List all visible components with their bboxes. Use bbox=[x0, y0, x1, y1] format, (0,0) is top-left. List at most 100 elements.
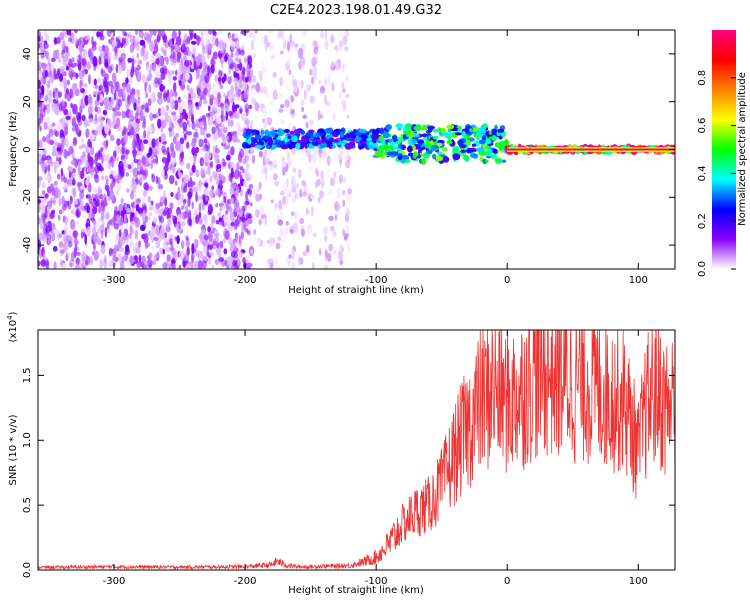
heatmap-cell bbox=[227, 76, 232, 85]
heatmap-cell bbox=[55, 150, 59, 158]
heatmap-cell bbox=[148, 252, 152, 263]
snr-multiplier: (x104) bbox=[6, 311, 19, 342]
heatmap-cell bbox=[321, 152, 326, 161]
heatmap-cell bbox=[108, 80, 114, 87]
x-tick-label: -200 bbox=[234, 275, 257, 286]
x-tick-label: 0 bbox=[504, 576, 510, 587]
heatmap-cell bbox=[179, 113, 184, 121]
heatmap-cell bbox=[58, 197, 62, 207]
heatmap-cell bbox=[342, 35, 348, 45]
heatmap-cell bbox=[246, 162, 250, 170]
heatmap-cell bbox=[319, 143, 324, 149]
heatmap-cell bbox=[48, 221, 53, 232]
y-tick-label: 1.5 bbox=[22, 367, 33, 383]
heatmap-cell bbox=[307, 223, 313, 234]
heatmap-cell bbox=[299, 257, 304, 265]
heatmap-cell bbox=[106, 212, 110, 220]
heatmap-cell bbox=[332, 113, 336, 121]
heatmap-cell bbox=[293, 129, 299, 134]
heatmap-cell bbox=[239, 166, 244, 171]
heatmap-cell bbox=[152, 158, 156, 164]
heatmap-cell bbox=[177, 220, 181, 230]
heatmap-cell bbox=[254, 144, 263, 149]
heatmap-cell bbox=[161, 223, 165, 232]
heatmap-cell bbox=[62, 38, 66, 49]
heatmap-cell bbox=[166, 89, 170, 98]
heatmap-cell bbox=[191, 164, 196, 173]
heatmap-cell bbox=[319, 189, 324, 199]
heatmap-cell bbox=[111, 161, 114, 169]
heatmap-cell bbox=[217, 30, 223, 36]
heatmap-cell bbox=[222, 161, 226, 167]
heatmap-cell bbox=[149, 230, 155, 241]
heatmap-cell bbox=[267, 139, 274, 146]
heatmap-cell bbox=[76, 173, 81, 180]
heatmap-cell bbox=[53, 261, 57, 269]
heatmap-cell bbox=[78, 38, 82, 47]
heatmap-cell bbox=[497, 128, 505, 133]
heatmap-cell bbox=[140, 143, 145, 152]
heatmap-cell bbox=[164, 97, 167, 106]
heatmap-cell bbox=[341, 64, 345, 73]
heatmap-cell bbox=[223, 248, 228, 255]
heatmap-cell bbox=[155, 138, 159, 147]
heatmap-cell bbox=[231, 133, 238, 143]
heatmap-cell bbox=[490, 154, 498, 159]
heatmap-cell bbox=[113, 51, 118, 60]
heatmap-cell bbox=[198, 53, 203, 59]
snr-plot-area bbox=[38, 330, 675, 570]
heatmap-cell bbox=[93, 159, 97, 164]
heatmap-cell bbox=[84, 95, 89, 106]
heatmap-cell bbox=[147, 73, 153, 80]
heatmap-cell bbox=[420, 158, 427, 165]
heatmap-cell bbox=[54, 91, 59, 101]
heatmap-cell bbox=[92, 187, 98, 193]
heatmap-cell bbox=[291, 135, 298, 143]
heatmap-cell bbox=[98, 189, 102, 196]
heatmap-cell bbox=[186, 84, 190, 91]
heatmap-cell bbox=[215, 219, 220, 225]
heatmap-cell bbox=[155, 224, 161, 236]
heatmap-cell bbox=[182, 94, 187, 99]
heatmap-cell bbox=[280, 155, 284, 162]
heatmap-cell bbox=[341, 189, 346, 196]
heatmap-cell bbox=[177, 118, 183, 124]
heatmap-cell bbox=[293, 86, 298, 93]
heatmap-cell bbox=[270, 199, 274, 204]
heatmap-cell bbox=[154, 253, 160, 259]
heatmap-cell bbox=[291, 74, 295, 85]
heatmap-cell bbox=[230, 167, 234, 178]
heatmap-cell bbox=[101, 211, 104, 221]
heatmap-cell bbox=[201, 159, 204, 166]
heatmap-cell bbox=[242, 67, 246, 76]
heatmap-cell bbox=[42, 189, 46, 196]
heatmap-cell bbox=[230, 146, 235, 156]
heatmap-cell bbox=[142, 101, 146, 112]
heatmap-cell bbox=[181, 65, 187, 72]
heatmap-cell bbox=[127, 94, 130, 104]
heatmap-cell bbox=[181, 43, 186, 51]
heatmap-cell bbox=[459, 144, 467, 149]
heatmap-cell bbox=[217, 76, 222, 83]
heatmap-cell bbox=[186, 119, 190, 125]
heatmap-cell bbox=[38, 61, 42, 72]
heatmap-cell bbox=[146, 33, 152, 43]
heatmap-cell bbox=[314, 166, 318, 175]
heatmap-cell bbox=[157, 77, 163, 86]
heatmap-cell bbox=[108, 163, 112, 170]
heatmap-cell bbox=[148, 202, 153, 211]
heatmap-cell bbox=[192, 186, 199, 193]
heatmap-cell bbox=[182, 201, 186, 207]
heatmap-cell bbox=[115, 117, 121, 128]
heatmap-cell bbox=[83, 166, 87, 171]
heatmap-cell bbox=[57, 214, 61, 221]
heatmap-cell bbox=[250, 202, 253, 207]
heatmap-cell bbox=[169, 102, 174, 107]
heatmap-cell bbox=[219, 174, 222, 180]
heatmap-cell bbox=[129, 38, 134, 43]
heatmap-cell bbox=[85, 259, 88, 266]
heatmap-cell bbox=[120, 53, 127, 60]
heatmap-cell bbox=[136, 52, 139, 59]
colorbar-gradient bbox=[712, 30, 736, 269]
